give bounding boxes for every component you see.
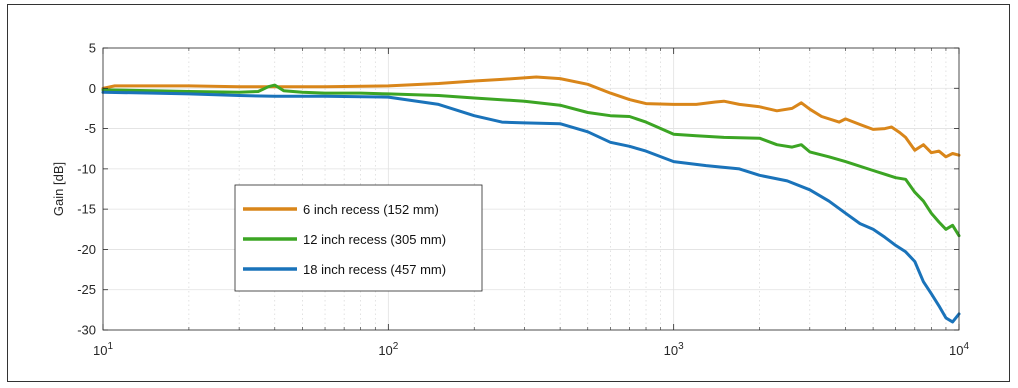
y-tick-label: -30	[77, 323, 96, 338]
y-axis-label: Gain [dB]	[51, 162, 66, 216]
y-tick-labels: 5 0 -5 -10 -15 -20 -25 -30	[77, 41, 96, 338]
y-tick-label: -5	[84, 121, 96, 136]
x-tick-label: 104	[949, 341, 969, 358]
series-line-3	[101, 90, 961, 324]
axes-box	[102, 47, 960, 331]
legend-label-3: 18 inch recess (457 mm)	[303, 262, 446, 277]
legend: 6 inch recess (152 mm) 12 inch recess (30…	[234, 184, 483, 292]
y-tick-label: 5	[89, 41, 96, 56]
plot-area	[103, 48, 959, 330]
x-tick-label: 103	[664, 341, 684, 358]
y-tick-label: 0	[89, 81, 96, 96]
y-tick-label: -10	[77, 161, 96, 176]
legend-label-2: 12 inch recess (305 mm)	[303, 232, 446, 247]
legend-label-1: 6 inch recess (152 mm)	[303, 202, 439, 217]
x-tick-label: 101	[93, 341, 113, 358]
y-tick-label: -15	[77, 202, 96, 217]
series-line-1	[101, 75, 961, 159]
series-layer	[101, 75, 961, 324]
y-tick-label: -20	[77, 242, 96, 257]
tick-marks	[102, 47, 960, 331]
x-tick-label: 102	[378, 341, 398, 358]
y-tick-label: -25	[77, 282, 96, 297]
series-line-2	[101, 83, 961, 238]
x-tick-labels: 101 102 103 104	[93, 341, 969, 358]
